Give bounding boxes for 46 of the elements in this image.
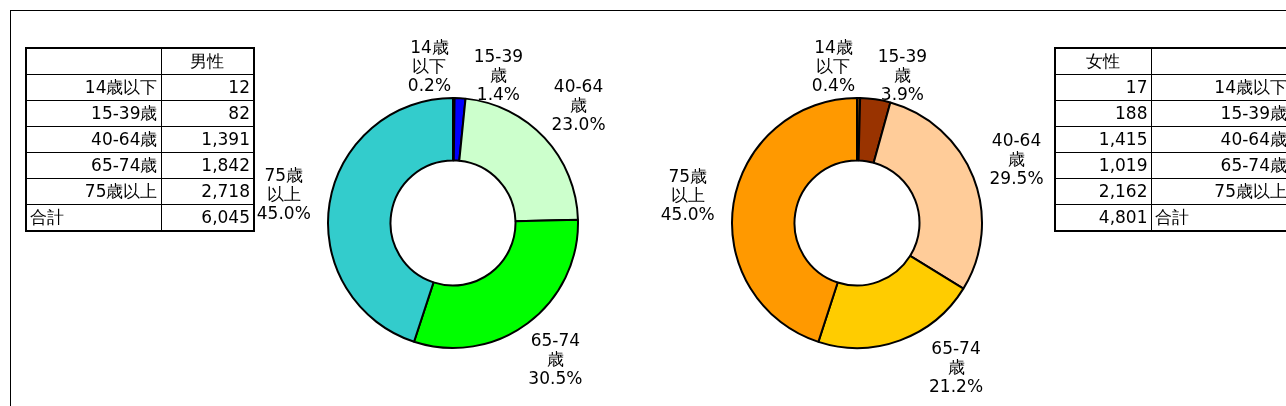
text: 6,045: [201, 207, 250, 227]
text: 男性: [161, 48, 254, 75]
category-label: 65-74歳: [26, 152, 161, 179]
slice-label: 65-74歳: [530, 329, 581, 369]
data-label: 23.0%: [551, 113, 606, 134]
text: 1,842: [201, 155, 250, 175]
text: 1,019: [1098, 155, 1148, 175]
category-label: 40-64歳: [26, 126, 161, 153]
text: 17: [1125, 77, 1148, 97]
slice-label: 75歳以上: [668, 165, 708, 205]
slice-label: 40-64歳: [553, 75, 604, 115]
data-label: 3.9%: [880, 83, 925, 104]
text: 1,415: [1098, 129, 1148, 149]
slice-label: 14歳以下: [814, 36, 853, 76]
data-label: 45.0%: [660, 203, 715, 224]
data-label: 45.0%: [256, 203, 311, 224]
category-label: 15-39歳: [1151, 100, 1286, 127]
data-label: 29.5%: [989, 167, 1044, 188]
text: 12: [228, 77, 250, 97]
category-label: 75歳以上: [26, 178, 161, 205]
slice-label: 65-74歳: [931, 338, 981, 378]
data-label: 30.5%: [528, 367, 583, 388]
data-label: 0.2%: [407, 74, 452, 95]
text: 4,801: [1098, 207, 1148, 227]
slice-label: 40-64歳: [991, 129, 1042, 169]
text: 2,718: [201, 181, 250, 201]
slice-label: 14歳以下: [410, 36, 449, 76]
text: 1,391: [201, 129, 250, 149]
category-label: 14歳以下: [26, 74, 161, 101]
text: 合計: [26, 204, 161, 231]
slice-label: 15-39歳: [473, 45, 524, 85]
category-label: 40-64歳: [1151, 126, 1286, 153]
data-label: 0.4%: [811, 74, 856, 95]
data-label: 1.4%: [476, 83, 521, 104]
text: 82: [228, 103, 250, 123]
text: 2,162: [1098, 181, 1148, 201]
category-label: 14歳以下: [1151, 74, 1286, 101]
category-label: 65-74歳: [1151, 152, 1286, 179]
category-label: 15-39歳: [26, 100, 161, 127]
category-label: 75歳以上: [1151, 178, 1286, 205]
text: 女性: [1055, 48, 1151, 75]
text: 188: [1115, 103, 1148, 123]
slice-label: 15-39歳: [877, 45, 928, 85]
text: 合計: [1151, 204, 1286, 231]
data-label: 21.2%: [929, 376, 984, 397]
slice-label: 75歳以上: [264, 165, 304, 205]
